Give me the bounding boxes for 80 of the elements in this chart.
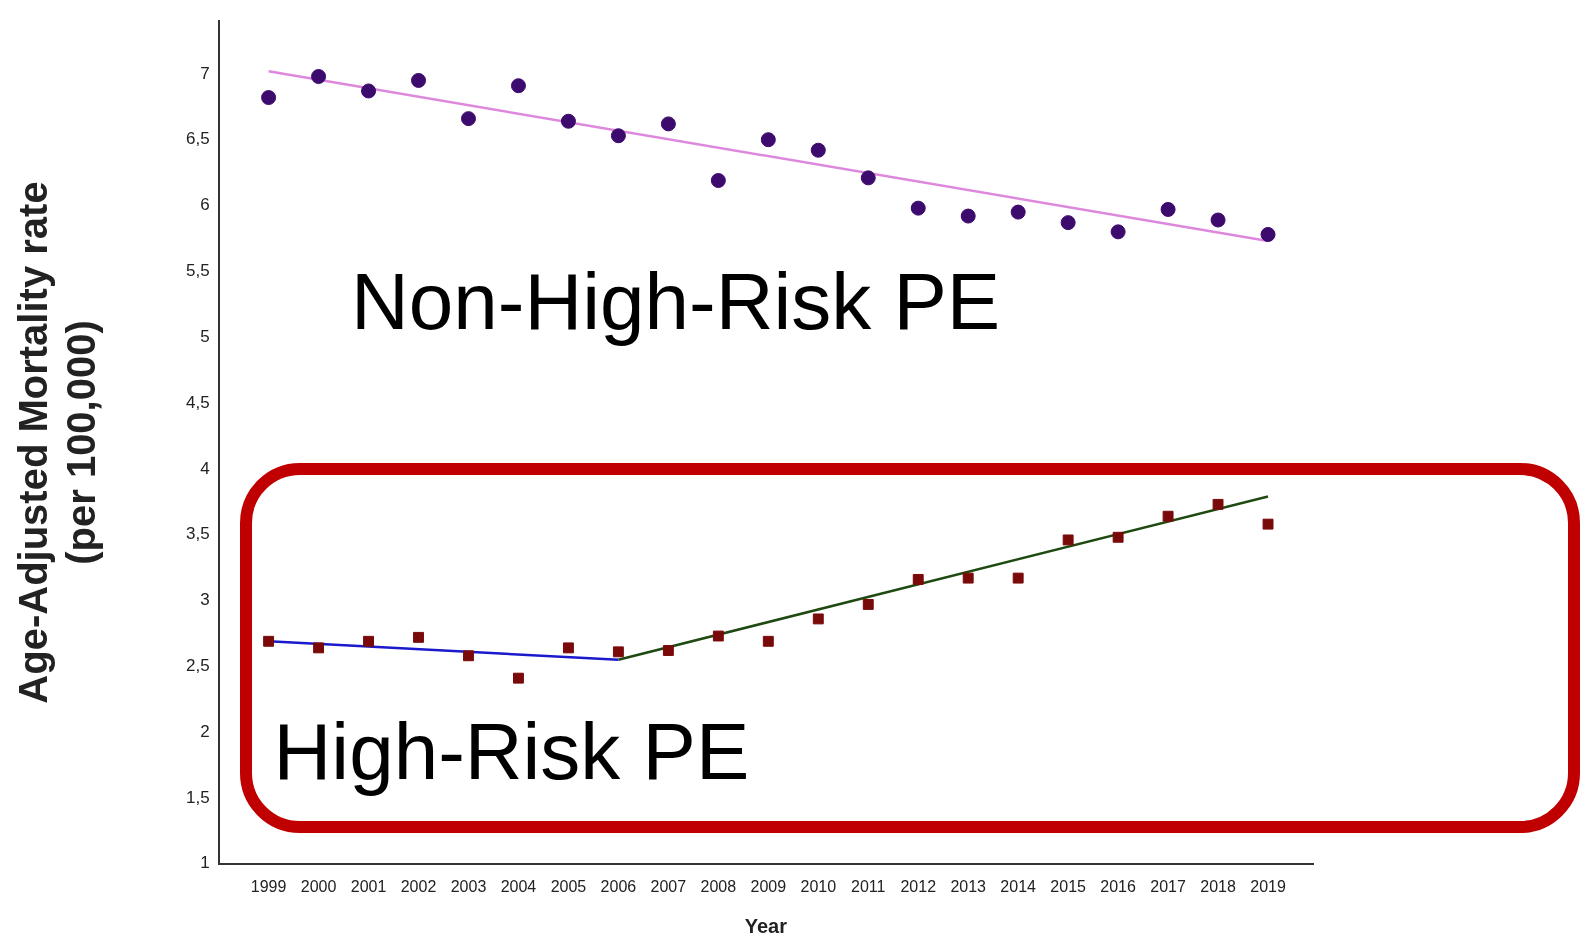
point	[411, 72, 427, 88]
point	[662, 645, 674, 656]
x-tick-label: 2012	[900, 877, 937, 895]
point	[1010, 204, 1026, 220]
point	[510, 78, 526, 94]
point	[413, 631, 424, 643]
point	[261, 90, 277, 106]
x-tick-label: 2017	[1150, 877, 1186, 895]
series-label: Non-High-Risk PE	[351, 256, 1001, 346]
point	[1112, 531, 1124, 543]
point	[361, 83, 377, 99]
point	[311, 69, 327, 84]
y-tick-label: 3	[200, 590, 210, 610]
y-tick-label: 5	[200, 326, 210, 346]
y-tick-label: 6	[200, 195, 210, 215]
x-tick-label: 2013	[950, 877, 987, 895]
point	[460, 111, 476, 127]
x-tick-label: 2006	[600, 877, 637, 895]
point	[1060, 215, 1076, 231]
point	[910, 200, 926, 216]
point	[810, 142, 826, 158]
point	[610, 128, 626, 144]
x-tick-label: 1999	[250, 877, 287, 895]
point	[660, 116, 676, 132]
x-tick-label: 2015	[1050, 877, 1087, 895]
point	[712, 630, 724, 642]
y-tick-label: 1	[200, 853, 210, 873]
point	[862, 598, 874, 610]
x-tick-label: 2019	[1250, 877, 1286, 895]
point	[710, 173, 726, 188]
y-tick-label: 3,5	[185, 524, 210, 544]
point	[363, 635, 374, 647]
point	[1260, 226, 1276, 242]
y-tick-label: 2,5	[185, 656, 210, 675]
point	[562, 642, 574, 654]
x-tick-label: 2009	[750, 877, 787, 895]
point	[760, 132, 776, 148]
x-tick-label: 2016	[1100, 877, 1137, 895]
point	[313, 642, 325, 654]
point	[860, 170, 876, 186]
point	[1210, 212, 1226, 228]
point	[1110, 224, 1126, 240]
x-tick-label: 2010	[800, 877, 837, 895]
x-tick-label: 2018	[1200, 877, 1236, 895]
x-tick-label: 2014	[1000, 877, 1037, 895]
point	[1012, 572, 1024, 584]
point	[912, 573, 924, 585]
x-axis-title: Year	[744, 914, 788, 937]
x-tick-label: 2004	[500, 877, 537, 895]
y-tick-label: 6,5	[185, 129, 210, 149]
point	[962, 572, 974, 584]
y-tick-label: 2	[200, 721, 210, 741]
point	[612, 646, 624, 658]
x-tick-label: 2005	[550, 877, 587, 895]
point	[1212, 498, 1224, 510]
x-tick-label: 2003	[450, 877, 487, 895]
point	[960, 208, 976, 224]
y-tick-label: 7	[200, 63, 210, 83]
x-tick-label: 2001	[350, 877, 387, 895]
point	[513, 672, 524, 684]
point	[1162, 510, 1174, 522]
x-tick-label: 2008	[700, 877, 737, 895]
y-tick-label: 5,5	[185, 261, 210, 281]
y-tick-label: 4,5	[185, 392, 210, 412]
x-tick-label: 2002	[400, 877, 437, 895]
x-tick-label: 2011	[851, 877, 886, 895]
point	[1262, 518, 1274, 530]
y-axis-title: Age-Adjusted Mortality rate (per 100,000)	[11, 181, 104, 704]
point	[762, 635, 774, 647]
point	[263, 635, 275, 647]
series-label: High-Risk PE	[273, 707, 750, 797]
point	[1062, 534, 1074, 546]
point	[812, 613, 824, 625]
point	[560, 113, 576, 129]
y-tick-label: 1,5	[185, 787, 210, 807]
y-tick-label: 4	[200, 458, 210, 478]
point	[1160, 201, 1176, 217]
point	[463, 650, 474, 662]
x-tick-label: 2000	[300, 877, 337, 895]
x-tick-label: 2007	[650, 877, 687, 895]
